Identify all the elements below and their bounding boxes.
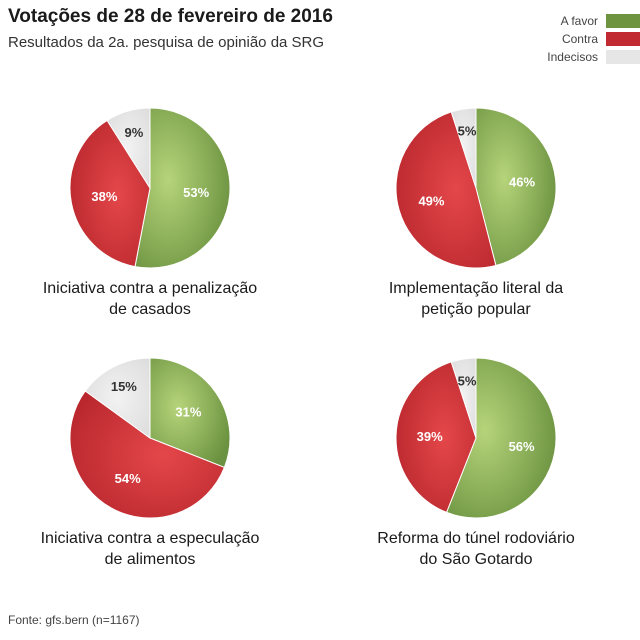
legend-label: Contra [561,32,598,46]
pie-slice-a-favor [149,357,231,469]
legend-label: Indecisos [547,50,598,64]
legend-swatch-indecisos [606,50,640,64]
legend-label: A favor [560,14,598,28]
legend: A favor Contra Indecisos [510,12,640,66]
pie-title: Reforma do túnel rodoviário do São Gotar… [377,530,575,568]
chart-subtitle: Resultados da 2a. pesquisa de opinião da… [8,34,325,51]
pie-svg: 56% 39% 5% [395,357,557,519]
pie-data-label: 31% [175,404,201,419]
pie-data-label: 38% [91,189,117,204]
pie-chart-2: 46% 49% 5% Implementação literal da petiçã… [326,106,626,320]
pie-data-label: 49% [418,193,444,208]
legend-swatch-a-favor [606,14,640,28]
pie-chart-4: 56% 39% 5% Reforma do túnel rodoviário do … [326,356,626,570]
pie-slice-indecisos [450,357,477,439]
pie-data-label: 15% [111,379,137,394]
pie-svg: 31% 54% 15% [69,357,231,519]
legend-item-a-favor: A favor [510,12,640,30]
pie-chart-3: 31% 54% 15% Iniciativa contra a especulaçã… [0,356,300,570]
pie-data-label: 53% [183,185,209,200]
source-note: Fonte: gfs.bern (n=1167) [8,613,140,627]
pie-slice-a-favor [475,107,557,267]
pie-slice-indecisos [106,107,151,190]
pie-data-label: 39% [417,429,443,444]
legend-item-indecisos: Indecisos [510,48,640,66]
pie-svg: 53% 38% 9% [69,107,231,269]
pie-data-label: 54% [115,471,141,486]
pie-slice-contra [395,361,477,514]
pie-title: Iniciativa contra a especulação de alime… [40,530,260,568]
pie-slice-indecisos [84,357,151,439]
pie-slice-a-favor [134,107,231,269]
pie-data-label: 9% [125,125,144,140]
pie-data-label: 5% [458,374,477,389]
pie-title: Iniciativa contra a penalização de casad… [42,280,258,318]
pie-chart-1: 53% 38% 9% Iniciativa contra a penalização… [0,106,300,320]
pie-slice-indecisos [450,107,477,189]
pie-slice-contra [69,390,226,519]
pie-slice-a-favor [445,357,557,519]
pie-data-label: 5% [458,124,477,139]
pie-title: Implementação literal da petição popular [388,280,564,318]
pie-slice-contra [395,111,497,269]
chart-title: Votações de 28 de fevereiro de 2016 [8,6,333,27]
pie-data-label: 46% [509,175,535,190]
pie-svg: 46% 49% 5% [395,107,557,269]
legend-item-contra: Contra [510,30,640,48]
pie-data-label: 56% [509,439,535,454]
legend-swatch-contra [606,32,640,46]
